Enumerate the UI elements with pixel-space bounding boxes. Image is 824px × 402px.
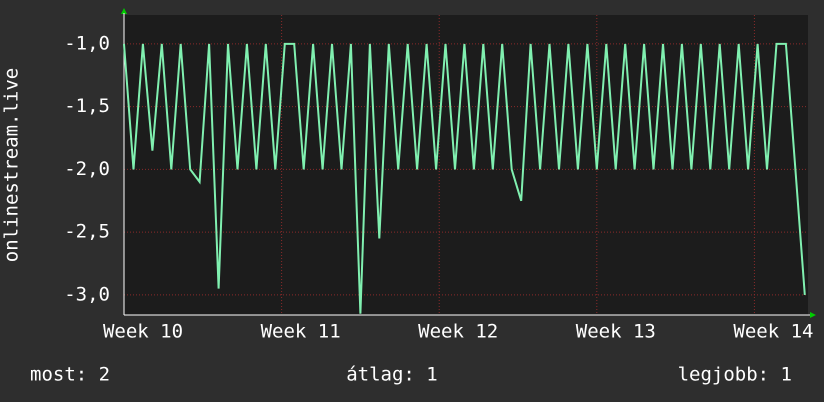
series-line	[123, 42, 806, 314]
footer-average: átlag: 1	[346, 364, 438, 386]
x-tick-label: Week 12	[418, 321, 498, 343]
footer-current: most: 2	[30, 364, 110, 386]
y-tick-label: -3,0	[64, 283, 110, 305]
x-tick-label: Week 13	[576, 321, 656, 343]
y-axis-arrow	[121, 8, 127, 14]
y-tick-label: -2,0	[64, 158, 110, 180]
y-tick-label: -2,5	[64, 221, 110, 243]
x-tick-label: Week 11	[261, 321, 341, 343]
x-axis-arrow	[810, 312, 816, 318]
y-axis-label: onlinestream.live	[1, 68, 23, 262]
x-tick-label: Week 10	[103, 321, 183, 343]
y-tick-label: -1,5	[64, 95, 110, 117]
x-tick-label: Week 14	[733, 321, 813, 343]
footer-max: legjobb: 1	[678, 364, 792, 386]
y-tick-label: -1,0	[64, 32, 110, 54]
